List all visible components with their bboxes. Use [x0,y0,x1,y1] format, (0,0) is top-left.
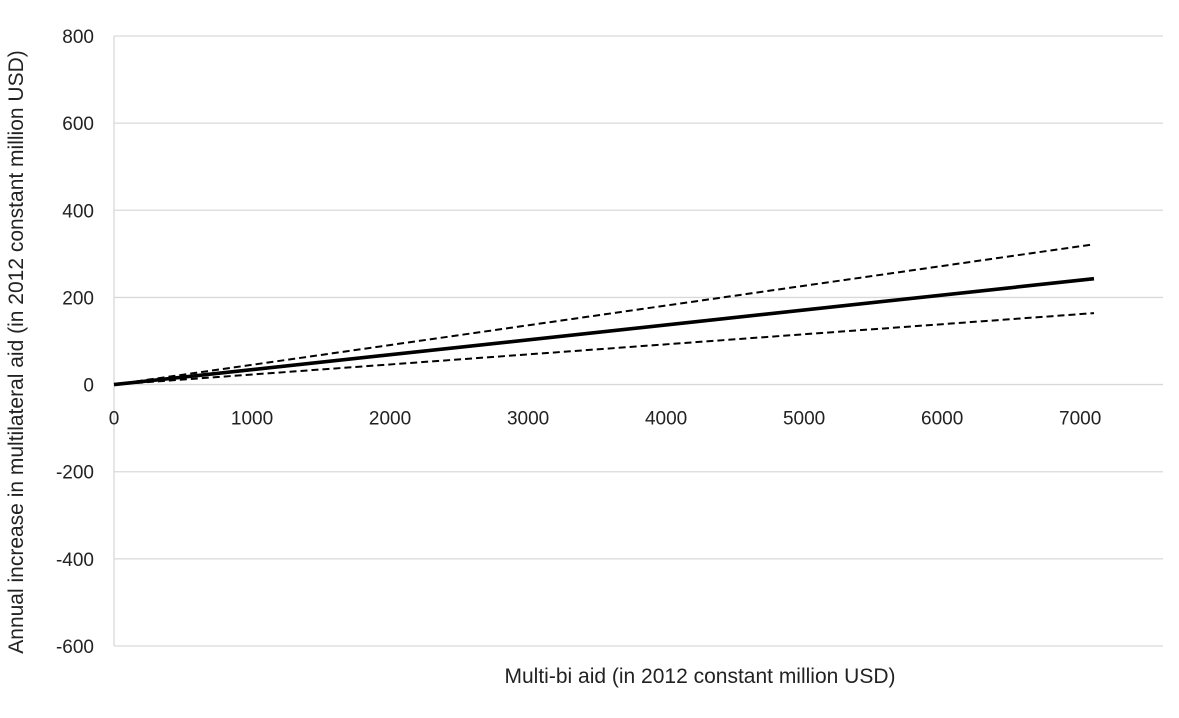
gridlines [113,35,1163,647]
y-tick-label: -200 [56,463,94,484]
x-tick-labels: 0 1000 2000 3000 4000 5000 6000 7000 [109,409,1102,430]
x-tick-label: 6000 [921,409,963,430]
x-tick-label: 7000 [1059,409,1101,430]
x-tick-label: 3000 [507,409,549,430]
confidence-bound-line [113,243,1095,386]
y-tick-label: 200 [62,288,94,309]
y-tick-label: 400 [62,201,94,222]
y-tick-labels: 800 600 400 200 0 -200 -400 -600 [56,27,94,658]
y-tick-label: 600 [62,114,94,135]
x-tick-label: 0 [109,409,120,430]
y-tick-label: 0 [83,376,94,397]
x-tick-label: 2000 [369,409,411,430]
estimate-line [113,276,1095,387]
y-tick-label: -400 [56,550,94,571]
confidence-bound-line [113,312,1095,386]
y-tick-label: -600 [56,637,94,658]
x-tick-label: 1000 [231,409,273,430]
x-tick-label: 4000 [645,409,687,430]
y-tick-label: 800 [62,27,94,48]
x-tick-label: 5000 [783,409,825,430]
y-axis-title: Annual increase in multilateral aid (in … [5,50,28,653]
x-axis-title: Multi-bi aid (in 2012 constant million U… [505,665,896,688]
series-lines [113,243,1095,387]
